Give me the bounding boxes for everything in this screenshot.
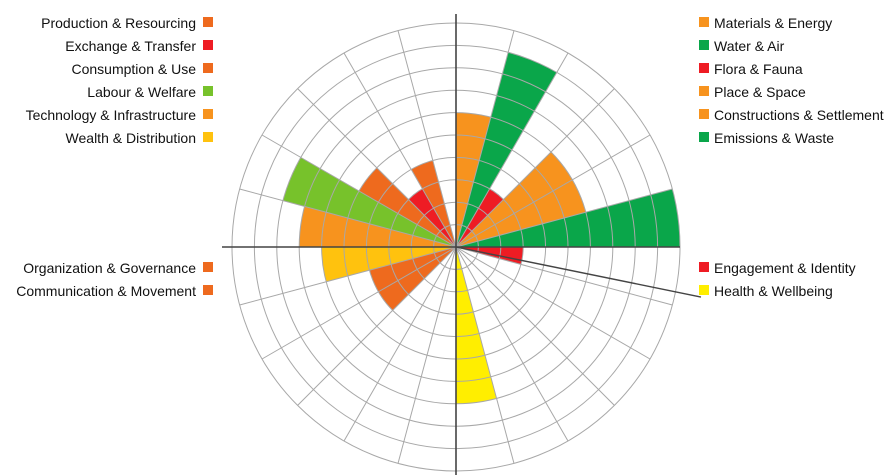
grid-spoke-8 — [455, 246, 651, 360]
sector-exchange-and-transfer — [408, 188, 456, 247]
legend-item-technology-and-infrastructure: Technology & Infrastructure — [26, 107, 213, 123]
legend-item-materials-and-energy: Materials & Energy — [699, 15, 832, 31]
legend-item-production-and-resourcing: Production & Resourcing — [41, 15, 213, 31]
sector-flora-and-fauna — [456, 188, 504, 247]
legend-label: Flora & Fauna — [714, 61, 803, 77]
sector-water-and-air — [456, 52, 557, 248]
grid-spoke-22 — [343, 52, 457, 248]
sector-communication-and-movement — [378, 247, 456, 311]
axis-diagonal-right — [455, 246, 702, 298]
sector-production-and-resourcing — [411, 160, 456, 247]
legend-label: Place & Space — [714, 84, 806, 100]
grid-spoke-17 — [239, 246, 457, 306]
grid-spoke-11 — [455, 246, 515, 464]
grid-spoke-16 — [261, 246, 457, 360]
legend-swatch — [203, 17, 213, 27]
legend-item-communication-and-movement: Communication & Movement — [16, 283, 213, 299]
legend-swatch — [699, 63, 709, 73]
legend-swatch — [699, 132, 709, 142]
legend-swatch — [203, 40, 213, 50]
legend-item-engagement-and-identity: Engagement & Identity — [699, 260, 856, 276]
grid-spoke-7 — [455, 246, 673, 306]
legend-swatch — [203, 63, 213, 73]
legend-label: Labour & Welfare — [87, 84, 196, 100]
sector-constructions-and-settlement — [456, 179, 586, 247]
grid-spoke-9 — [455, 246, 615, 406]
grid-spoke-5 — [455, 188, 673, 248]
legend-item-emissions-and-waste: Emissions & Waste — [699, 130, 834, 146]
legend-label: Engagement & Identity — [714, 260, 856, 276]
legend-item-wealth-and-distribution: Wealth & Distribution — [66, 130, 213, 146]
legend-label: Communication & Movement — [16, 283, 196, 299]
legend-swatch — [203, 86, 213, 96]
legend-label: Consumption & Use — [71, 61, 196, 77]
legend-item-water-and-air: Water & Air — [699, 38, 785, 54]
legend-swatch — [699, 86, 709, 96]
legend-label: Wealth & Distribution — [66, 130, 196, 146]
sector-consumption-and-use — [359, 167, 456, 247]
legend-item-organization-and-governance: Organization & Governance — [23, 260, 213, 276]
axis-layer — [222, 14, 702, 475]
legend-swatch — [699, 262, 709, 272]
grid-spoke-13 — [397, 246, 457, 464]
legend-label: Emissions & Waste — [714, 130, 834, 146]
grid-spoke-15 — [297, 246, 457, 406]
legend-swatch — [203, 109, 213, 119]
legend-swatch — [203, 285, 213, 295]
grid-spoke-4 — [455, 134, 651, 248]
legend-item-flora-and-fauna: Flora & Fauna — [699, 61, 803, 77]
grid-spoke-1 — [455, 30, 515, 248]
grid-spoke-19 — [239, 188, 457, 248]
legend-label: Water & Air — [714, 38, 785, 54]
legend-item-constructions-and-settlement: Constructions & Settlement — [699, 107, 884, 123]
legend-swatch — [699, 285, 709, 295]
legend-swatch — [699, 17, 709, 27]
sector-layer — [282, 52, 680, 404]
legend-label: Materials & Energy — [714, 15, 832, 31]
legend-item-consumption-and-use: Consumption & Use — [71, 61, 213, 77]
legend-label: Organization & Governance — [23, 260, 196, 276]
grid-spoke-2 — [455, 52, 569, 248]
legend-label: Production & Resourcing — [41, 15, 196, 31]
legend-label: Health & Wellbeing — [714, 283, 833, 299]
legend-label: Constructions & Settlement — [714, 107, 884, 123]
legend-swatch — [203, 132, 213, 142]
grid-spoke-23 — [397, 30, 457, 248]
sector-place-and-space — [456, 151, 573, 247]
grid-spoke-10 — [455, 246, 569, 442]
legend-item-place-and-space: Place & Space — [699, 84, 806, 100]
legend-swatch — [699, 40, 709, 50]
grid-spoke-21 — [297, 88, 457, 248]
sector-labour-and-welfare — [282, 157, 456, 247]
legend-item-health-and-wellbeing: Health & Wellbeing — [699, 283, 833, 299]
legend-item-exchange-and-transfer: Exchange & Transfer — [65, 38, 213, 54]
legend-label: Exchange & Transfer — [65, 38, 196, 54]
grid-spoke-14 — [343, 246, 457, 442]
legend-label: Technology & Infrastructure — [26, 107, 197, 123]
grid-spoke-3 — [455, 88, 615, 248]
legend-layer: Production & Resourcing Exchange & Transf… — [16, 15, 883, 299]
legend-item-labour-and-welfare: Labour & Welfare — [87, 84, 213, 100]
sector-organization-and-governance — [369, 247, 456, 292]
legend-swatch — [203, 262, 213, 272]
grid-spoke-20 — [261, 134, 457, 248]
legend-swatch — [699, 109, 709, 119]
